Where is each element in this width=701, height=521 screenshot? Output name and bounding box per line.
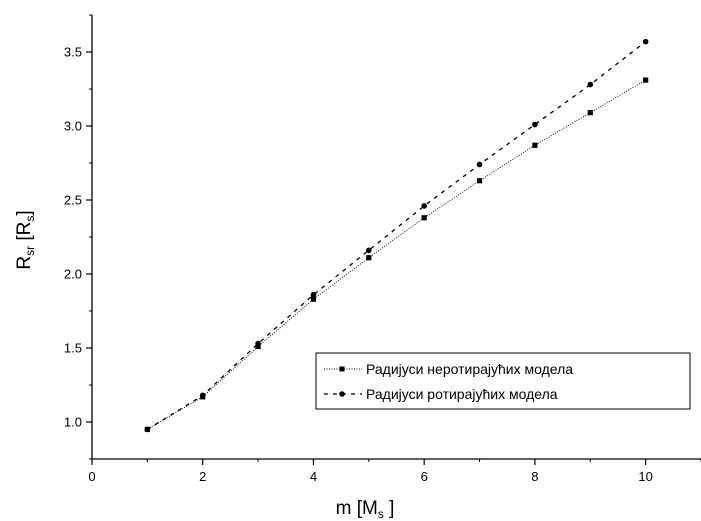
data-point-square (310, 296, 317, 302)
data-point-circle (421, 203, 427, 209)
x-axis-label: m [Ms ] (336, 498, 395, 521)
y-tick-label: 1.0 (64, 415, 82, 430)
data-point-square (532, 142, 538, 148)
y-tick-label: 2.5 (64, 193, 82, 208)
x-tick-label: 2 (199, 469, 206, 484)
legend-marker-nonrotating (339, 366, 345, 372)
data-point-square (366, 255, 372, 261)
data-point-square (421, 215, 427, 221)
data-point-circle (366, 247, 372, 254)
data-point-circle (476, 161, 483, 168)
y-tick-label: 3.0 (64, 119, 82, 134)
series-2 (144, 38, 649, 433)
x-tick-label: 6 (421, 469, 428, 484)
y-tick-label: 3.5 (64, 45, 82, 60)
legend-marker-rotating (339, 391, 345, 397)
data-point-square (255, 343, 261, 350)
data-point-circle (310, 291, 317, 298)
data-point-square (476, 178, 483, 184)
x-tick-label: 0 (88, 469, 95, 484)
data-point-circle (587, 81, 594, 88)
legend: Радијуси неротирајућих модела Радијуси р… (315, 352, 691, 410)
data-point-square (643, 77, 649, 83)
legend-label-rotating: Радијуси ротирајућих модела (366, 386, 558, 402)
chart-axes: 0 2 4 6 8 10 1.0 1.5 2.0 2.5 3.0 3.5 (64, 14, 701, 484)
series-line (147, 41, 646, 430)
data-point-circle (199, 392, 206, 399)
data-point-circle (532, 121, 538, 128)
series-line (147, 79, 646, 430)
legend-box (315, 352, 691, 410)
x-tick-label: 4 (310, 469, 317, 484)
data-point-square (587, 110, 593, 116)
legend-label-nonrotating: Радијуси неротирајућих модела (366, 361, 573, 377)
data-point-circle (642, 38, 649, 45)
chart-series-layer (144, 38, 649, 433)
y-tick-label: 2.0 (64, 267, 82, 282)
data-point-circle (255, 340, 261, 347)
y-tick-label: 1.5 (64, 341, 82, 356)
y-axis-label: Rsr [Rs] (14, 210, 37, 269)
x-tick-label: 8 (531, 469, 538, 484)
x-tick-label: 10 (638, 469, 652, 484)
data-point-circle (144, 426, 151, 433)
